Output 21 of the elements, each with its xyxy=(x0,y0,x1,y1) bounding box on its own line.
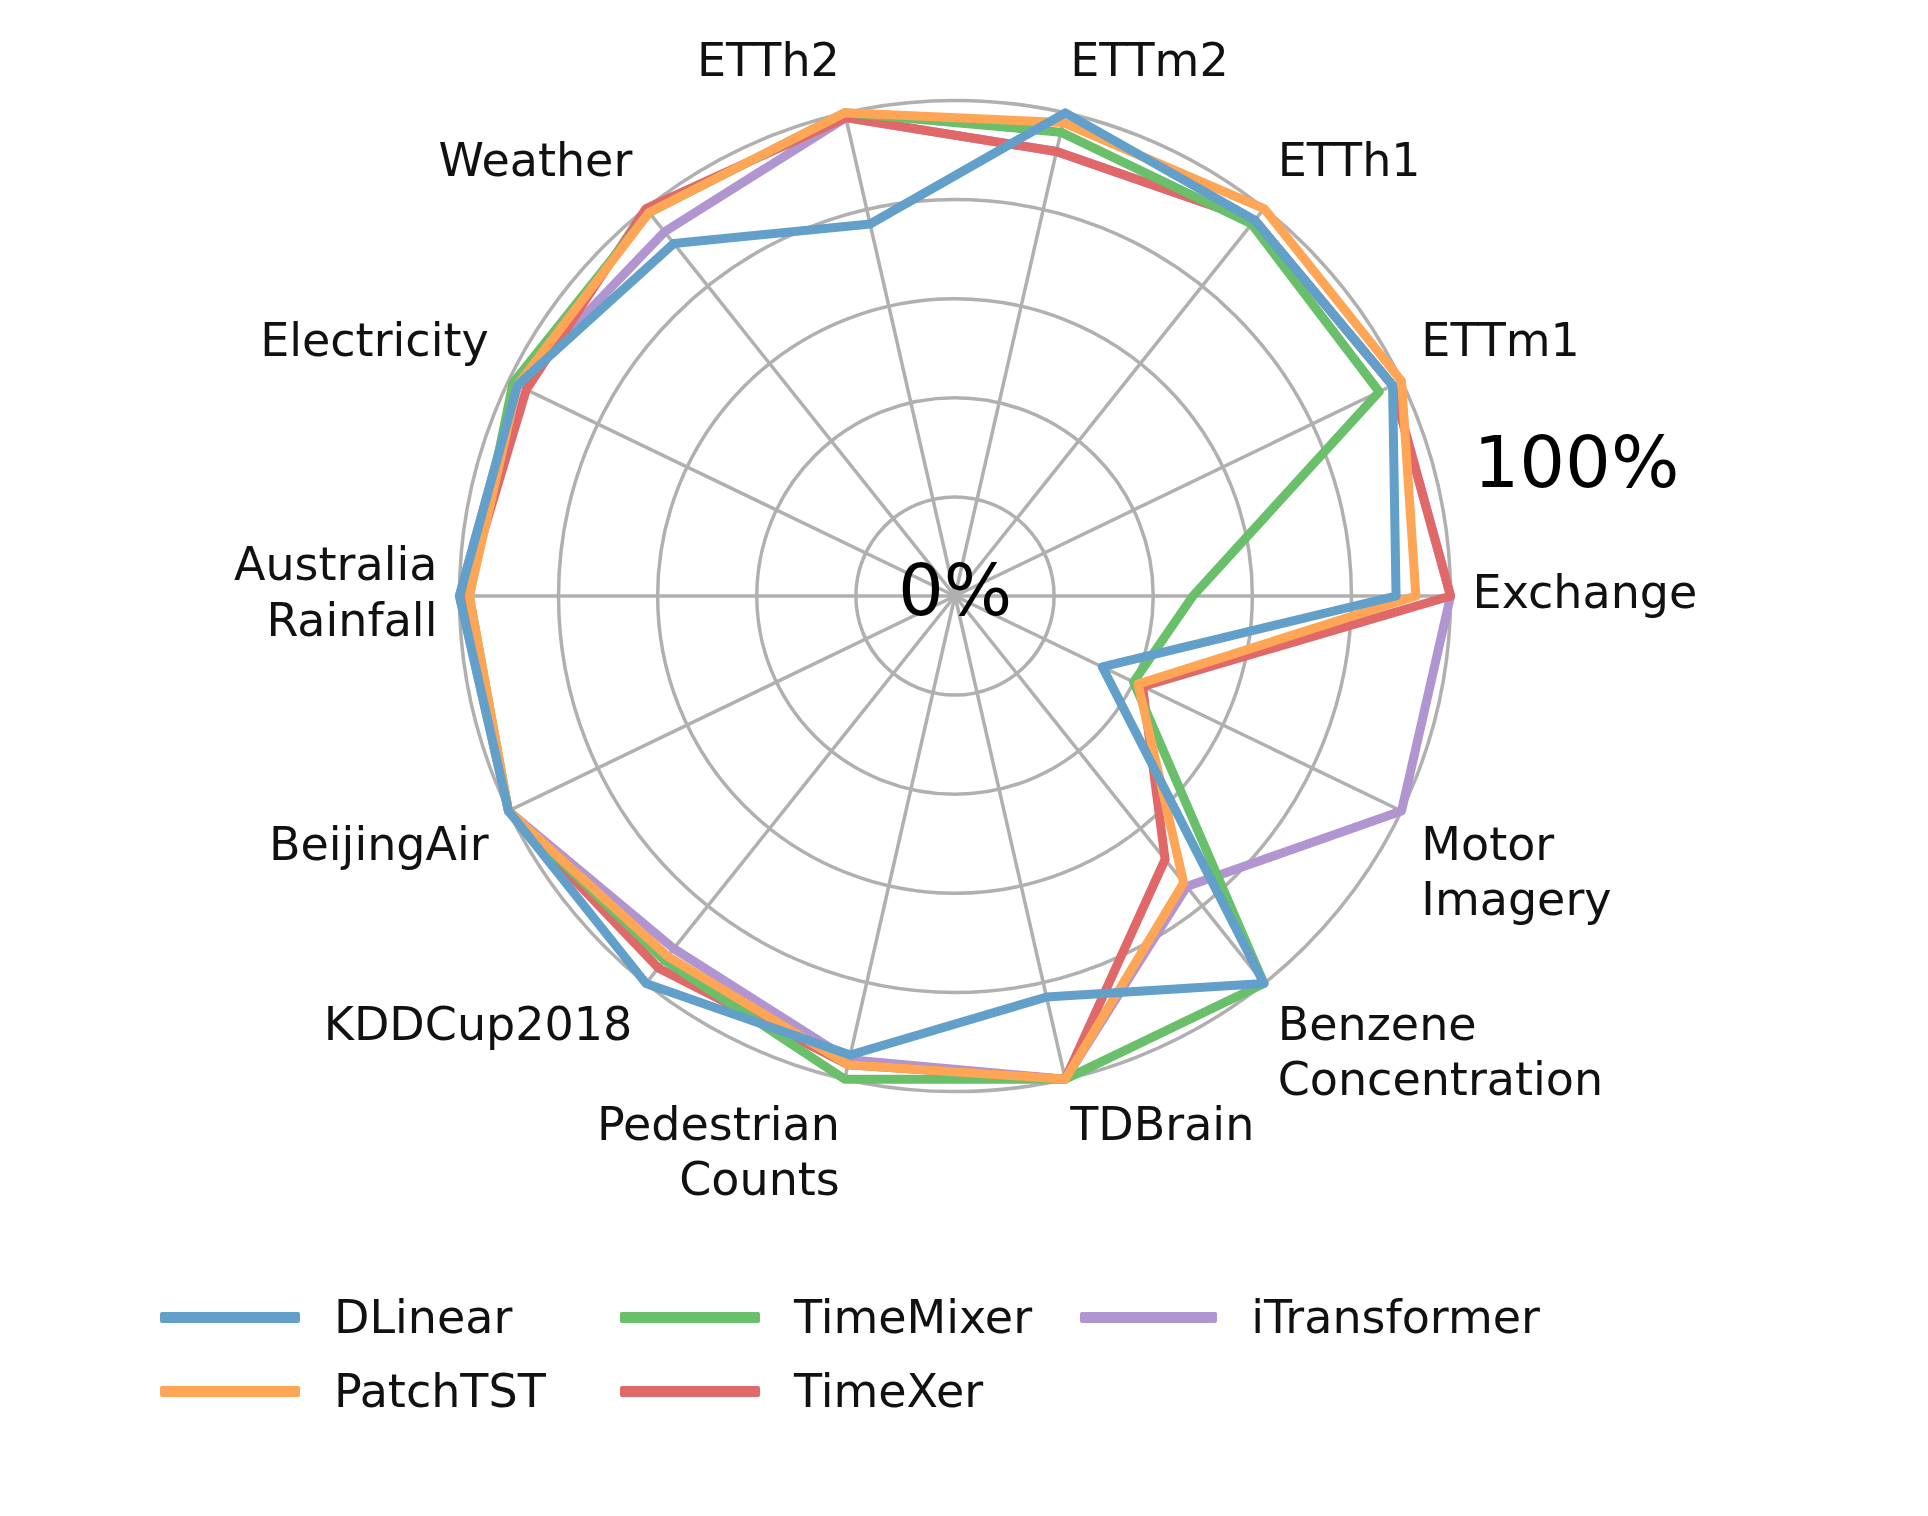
spoke-label: KDDCup2018 xyxy=(323,997,633,1052)
spoke-label: Benzene Concentration xyxy=(1277,997,1604,1107)
spoke-label: BeijingAir xyxy=(268,817,489,872)
spoke-label: Motor Imagery xyxy=(1421,817,1612,927)
spoke-label: Australia Rainfall xyxy=(233,537,438,647)
spoke-label: Pedestrian Counts xyxy=(596,1097,840,1207)
y-tick-label: 0% xyxy=(897,547,1013,632)
spoke-label: Exchange xyxy=(1472,564,1698,619)
spoke-label: Electricity xyxy=(260,312,489,367)
legend-label: TimeMixer xyxy=(794,1290,1033,1344)
spoke-label: ETTm2 xyxy=(1070,32,1229,87)
spoke-label: ETTh1 xyxy=(1277,132,1421,187)
legend-label: iTransformer xyxy=(1251,1290,1540,1344)
legend-label: PatchTST xyxy=(334,1364,546,1418)
spoke-label: Weather xyxy=(438,132,633,187)
spoke-label: ETTh2 xyxy=(696,32,840,87)
legend-label: DLinear xyxy=(334,1290,513,1344)
spoke-label: ETTm1 xyxy=(1421,312,1580,367)
legend-label: TimeXer xyxy=(794,1364,984,1418)
spoke-label: TDBrain xyxy=(1069,1097,1255,1152)
y-tick-label: 100% xyxy=(1473,420,1680,505)
